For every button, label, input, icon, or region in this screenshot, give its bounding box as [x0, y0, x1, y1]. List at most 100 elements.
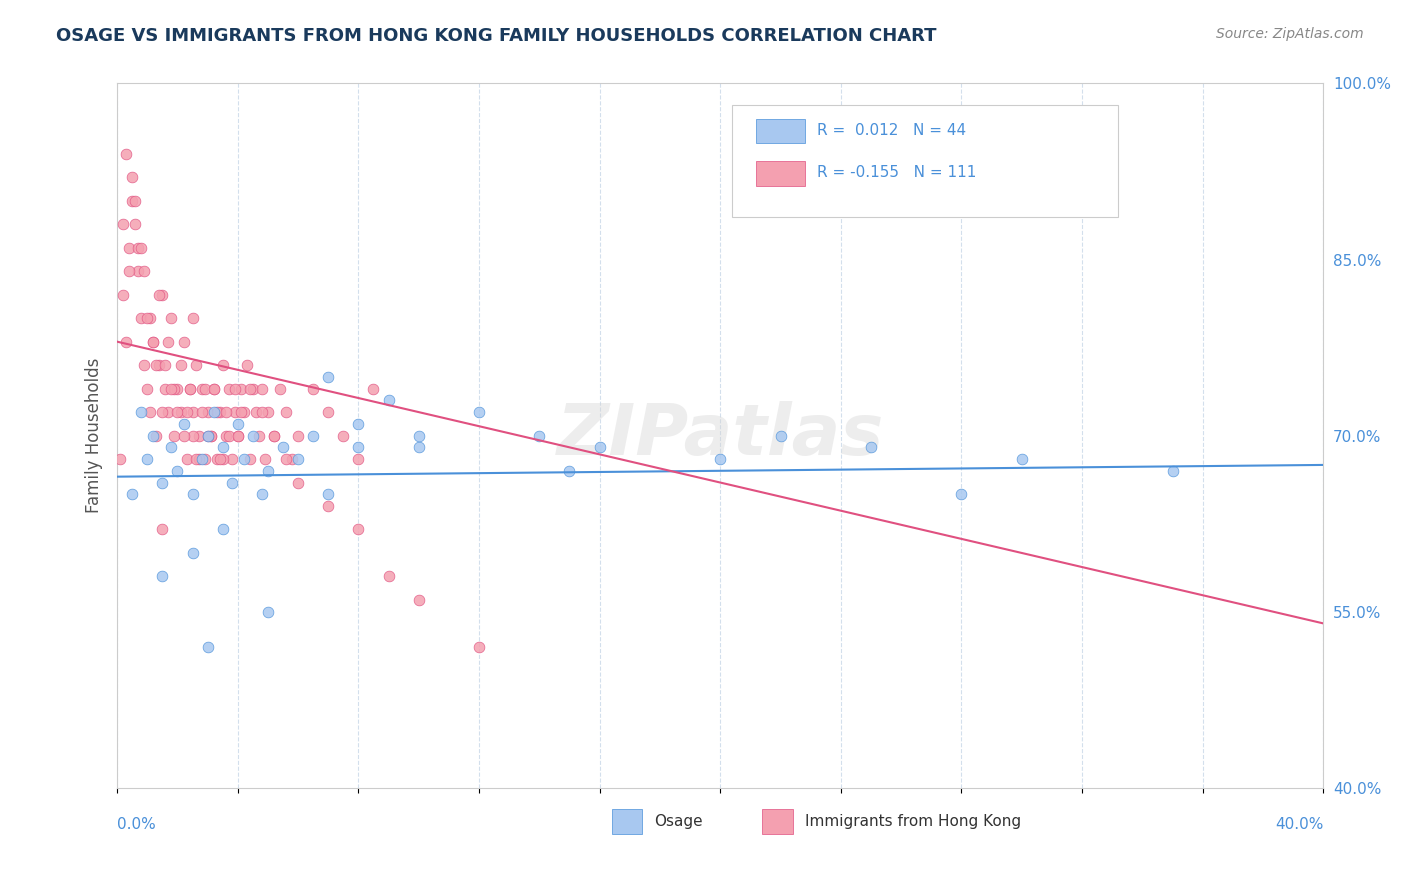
Text: R = -0.155   N = 111: R = -0.155 N = 111 — [817, 165, 976, 180]
Point — [176, 405, 198, 419]
Point — [224, 405, 246, 419]
Point — [316, 499, 339, 513]
Point — [226, 428, 249, 442]
Point — [408, 440, 430, 454]
Point — [250, 405, 273, 419]
Point — [121, 170, 143, 185]
Point — [221, 452, 243, 467]
Point — [211, 523, 233, 537]
Point — [142, 334, 165, 349]
Point — [197, 428, 219, 442]
Point — [408, 593, 430, 607]
Point — [163, 382, 186, 396]
Point — [215, 428, 238, 442]
Bar — [762, 809, 793, 833]
Point — [202, 382, 225, 396]
Point — [200, 428, 222, 442]
Point — [152, 405, 174, 419]
Text: OSAGE VS IMMIGRANTS FROM HONG KONG FAMILY HOUSEHOLDS CORRELATION CHART: OSAGE VS IMMIGRANTS FROM HONG KONG FAMIL… — [56, 27, 936, 45]
Point — [187, 452, 209, 467]
Point — [287, 475, 309, 490]
Point — [208, 405, 231, 419]
FancyBboxPatch shape — [733, 104, 1118, 218]
Point — [181, 311, 204, 326]
Text: ZIPatlas: ZIPatlas — [557, 401, 884, 470]
Point — [145, 428, 167, 442]
Point — [160, 311, 183, 326]
Point — [108, 452, 131, 467]
Point — [347, 440, 370, 454]
Point — [181, 487, 204, 501]
Point — [184, 452, 207, 467]
Point — [236, 358, 259, 372]
Point — [194, 452, 217, 467]
Point — [239, 382, 262, 396]
Point — [257, 464, 280, 478]
Point — [202, 405, 225, 419]
Point — [257, 405, 280, 419]
Point — [121, 194, 143, 208]
Point — [152, 523, 174, 537]
Point — [152, 475, 174, 490]
Point — [263, 428, 285, 442]
Y-axis label: Family Households: Family Households — [86, 358, 103, 513]
Point — [377, 569, 399, 583]
Point — [247, 428, 270, 442]
Point — [226, 417, 249, 431]
Point — [173, 428, 195, 442]
Point — [131, 241, 153, 255]
Point — [148, 287, 170, 301]
Point — [211, 440, 233, 454]
Point — [176, 452, 198, 467]
Point — [134, 358, 156, 372]
Point — [118, 264, 141, 278]
Point — [136, 452, 159, 467]
Point — [468, 405, 491, 419]
Point — [263, 428, 285, 442]
Point — [316, 370, 339, 384]
Point — [1011, 452, 1033, 467]
Text: 0.0%: 0.0% — [117, 817, 156, 832]
Point — [124, 194, 146, 208]
Point — [408, 428, 430, 442]
Bar — [612, 809, 641, 833]
Point — [200, 428, 222, 442]
Point — [224, 382, 246, 396]
Point — [181, 428, 204, 442]
Point — [1161, 464, 1184, 478]
Point — [242, 382, 264, 396]
Point — [274, 405, 297, 419]
Point — [468, 640, 491, 654]
Point — [250, 382, 273, 396]
Point — [232, 452, 254, 467]
Point — [221, 475, 243, 490]
Point — [131, 405, 153, 419]
Point — [181, 405, 204, 419]
Point — [588, 440, 610, 454]
Point — [226, 428, 249, 442]
Point — [197, 405, 219, 419]
Point — [112, 217, 135, 231]
Point — [218, 382, 240, 396]
Point — [148, 358, 170, 372]
Point — [131, 311, 153, 326]
Point — [215, 405, 238, 419]
Point — [242, 428, 264, 442]
Point — [152, 569, 174, 583]
Point — [166, 464, 188, 478]
Point — [124, 217, 146, 231]
Point — [245, 405, 267, 419]
Point — [160, 440, 183, 454]
Text: Immigrants from Hong Kong: Immigrants from Hong Kong — [804, 814, 1021, 829]
Point — [190, 452, 212, 467]
Point — [347, 523, 370, 537]
Point — [229, 405, 252, 419]
Point — [184, 358, 207, 372]
Point — [166, 382, 188, 396]
Point — [173, 334, 195, 349]
Text: Source: ZipAtlas.com: Source: ZipAtlas.com — [1216, 27, 1364, 41]
Point — [347, 417, 370, 431]
Text: Osage: Osage — [654, 814, 703, 829]
Point — [332, 428, 354, 442]
Point — [205, 405, 228, 419]
